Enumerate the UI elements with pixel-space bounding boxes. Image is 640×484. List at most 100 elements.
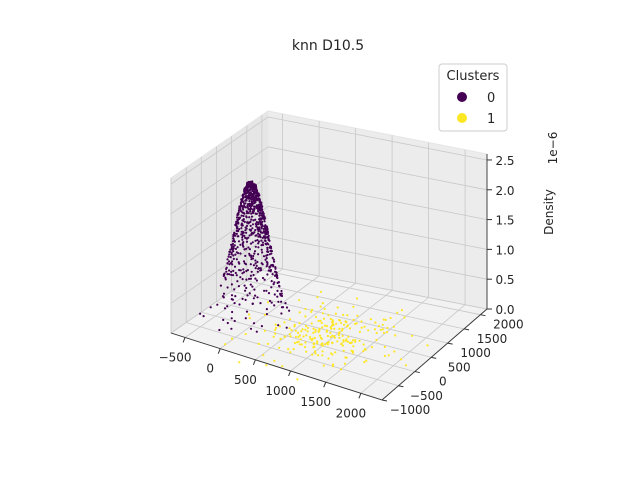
point-cluster-1 xyxy=(370,346,373,349)
point-cluster-0 xyxy=(270,280,273,283)
x-tick xyxy=(323,381,327,388)
point-cluster-1 xyxy=(382,331,385,334)
point-cluster-1 xyxy=(304,315,307,318)
point-cluster-1 xyxy=(356,314,359,317)
point-cluster-0 xyxy=(255,221,258,224)
point-cluster-0 xyxy=(274,267,277,270)
point-cluster-0 xyxy=(252,264,255,267)
point-cluster-1 xyxy=(316,340,319,343)
point-cluster-1 xyxy=(335,322,338,325)
x-tick xyxy=(252,359,256,365)
point-cluster-1 xyxy=(396,311,399,314)
point-cluster-1 xyxy=(314,328,317,331)
point-cluster-1 xyxy=(274,332,277,335)
point-cluster-0 xyxy=(237,285,240,288)
point-cluster-0 xyxy=(253,250,257,253)
point-cluster-0 xyxy=(231,260,234,263)
point-cluster-1 xyxy=(288,318,292,321)
point-cluster-1 xyxy=(404,364,407,367)
y-tick-label: 500 xyxy=(448,360,471,374)
point-cluster-0 xyxy=(236,246,239,249)
point-cluster-1 xyxy=(290,329,293,332)
point-cluster-0 xyxy=(244,236,247,239)
point-cluster-1 xyxy=(333,327,336,330)
point-cluster-0 xyxy=(259,223,262,226)
point-cluster-0 xyxy=(244,229,247,232)
point-cluster-0 xyxy=(243,204,246,207)
point-cluster-0 xyxy=(226,262,229,265)
point-cluster-0 xyxy=(256,296,259,299)
point-cluster-1 xyxy=(345,356,348,359)
point-cluster-0 xyxy=(256,206,259,209)
point-cluster-0 xyxy=(239,269,242,272)
point-cluster-0 xyxy=(266,236,269,239)
point-cluster-0 xyxy=(245,278,248,281)
point-cluster-0 xyxy=(230,244,233,247)
point-cluster-1 xyxy=(350,341,353,344)
point-cluster-0 xyxy=(235,216,239,219)
point-cluster-0 xyxy=(266,273,269,276)
point-cluster-1 xyxy=(325,329,328,332)
z-tick-label: 0.0 xyxy=(495,303,514,317)
point-cluster-1 xyxy=(312,331,315,334)
point-cluster-0 xyxy=(254,222,257,225)
point-cluster-0 xyxy=(247,236,250,239)
point-cluster-0 xyxy=(230,298,233,301)
point-cluster-0 xyxy=(233,265,237,268)
point-cluster-1 xyxy=(355,297,359,300)
point-cluster-0 xyxy=(270,301,273,304)
point-cluster-1 xyxy=(323,324,326,327)
point-cluster-0 xyxy=(237,209,241,212)
point-cluster-0 xyxy=(251,203,254,206)
point-cluster-1 xyxy=(323,307,326,311)
point-cluster-0 xyxy=(266,261,269,265)
point-cluster-1 xyxy=(332,323,335,327)
point-cluster-0 xyxy=(246,269,249,272)
point-cluster-0 xyxy=(257,242,260,245)
point-cluster-0 xyxy=(253,202,256,205)
point-cluster-0 xyxy=(288,309,291,312)
legend-label-1: 1 xyxy=(487,112,495,127)
point-cluster-0 xyxy=(251,180,254,183)
point-cluster-1 xyxy=(353,322,357,325)
point-cluster-1 xyxy=(287,348,290,351)
point-cluster-0 xyxy=(225,270,228,273)
point-cluster-0 xyxy=(248,200,251,203)
point-cluster-0 xyxy=(281,306,285,309)
point-cluster-0 xyxy=(276,289,279,292)
point-cluster-0 xyxy=(235,229,238,232)
point-cluster-0 xyxy=(252,273,255,277)
point-cluster-1 xyxy=(309,337,312,340)
z-tick-label: 2.5 xyxy=(495,154,514,168)
x-tick xyxy=(358,393,362,399)
point-cluster-1 xyxy=(304,341,307,344)
point-cluster-0 xyxy=(258,220,261,223)
point-cluster-1 xyxy=(297,335,300,339)
point-cluster-0 xyxy=(264,224,267,227)
point-cluster-0 xyxy=(284,302,287,305)
point-cluster-1 xyxy=(278,346,281,349)
point-cluster-1 xyxy=(324,343,327,346)
point-cluster-0 xyxy=(245,215,248,218)
point-cluster-0 xyxy=(237,261,240,264)
point-cluster-1 xyxy=(327,341,330,344)
point-cluster-1 xyxy=(342,323,346,326)
point-cluster-0 xyxy=(250,194,253,198)
point-cluster-0 xyxy=(249,327,253,330)
point-cluster-0 xyxy=(265,313,268,316)
point-cluster-0 xyxy=(250,200,254,203)
grid-z-back xyxy=(267,146,488,191)
point-cluster-1 xyxy=(342,339,345,342)
point-cluster-0 xyxy=(280,300,283,303)
point-cluster-0 xyxy=(250,207,253,210)
point-cluster-0 xyxy=(259,267,262,270)
point-cluster-1 xyxy=(382,318,385,321)
point-cluster-1 xyxy=(355,322,358,325)
point-cluster-0 xyxy=(237,221,240,224)
point-cluster-0 xyxy=(234,253,237,256)
point-cluster-0 xyxy=(242,194,245,197)
grid-y-floor xyxy=(201,311,415,372)
point-cluster-0 xyxy=(245,231,248,234)
point-cluster-0 xyxy=(235,220,238,223)
point-cluster-0 xyxy=(241,278,244,281)
